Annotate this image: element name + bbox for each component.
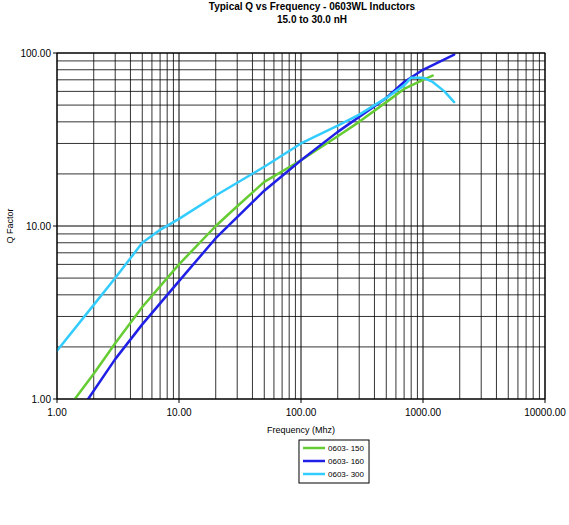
- legend-box: [299, 440, 369, 483]
- tick-mark: [53, 399, 57, 400]
- legend-label: 0603- 160: [328, 457, 365, 466]
- x-tick-label: 100.00: [286, 407, 317, 418]
- legend-label: 0603- 300: [328, 470, 365, 479]
- title: Typical Q vs Frequency - 0603WL Inductor…: [209, 1, 416, 12]
- legend-swatch: [303, 460, 325, 463]
- y-tick-label: 10.00: [26, 221, 51, 232]
- tick-mark: [423, 399, 424, 403]
- legend: 0603- 150 0603- 160 0603- 300: [299, 440, 369, 483]
- tick-mark: [179, 399, 180, 403]
- x-tick-label: 1000.00: [405, 407, 442, 418]
- plot-area: [57, 53, 545, 399]
- tick-mark: [57, 399, 58, 403]
- page: {"chart_data": { "type": "line", "title"…: [0, 0, 569, 525]
- x-tick-label: 10000.00: [524, 407, 566, 418]
- tick-mark: [53, 53, 57, 54]
- series-line: [88, 55, 454, 399]
- legend-label: 0603- 150: [328, 444, 365, 453]
- grid: [57, 53, 545, 399]
- plot-frame: [57, 53, 545, 399]
- legend-swatch: [303, 473, 325, 476]
- axes: 1.00 10.00 100.00 1000.00 10000.00 1.00 10.00 1…: [20, 48, 566, 419]
- x-tick-label: 1.00: [47, 407, 67, 418]
- y-tick-label: 100.00: [20, 48, 51, 59]
- series-line: [57, 78, 454, 351]
- tick-mark: [545, 399, 546, 403]
- x-axis-label: Frequency (Mhz): [267, 425, 335, 435]
- grid-line: [57, 226, 545, 227]
- series-group: [57, 55, 454, 399]
- legend-swatch: [303, 447, 325, 450]
- tick-mark: [301, 399, 302, 403]
- series-line: [75, 76, 433, 399]
- y-tick-label: 1.00: [32, 394, 52, 405]
- chart: 1.00 10.00 100.00 1000.00 10000.00 1.00 10.00 1…: [0, 0, 569, 525]
- subtitle: 15.0 to 30.0 nH: [277, 14, 347, 25]
- x-tick-label: 10.00: [166, 407, 191, 418]
- tick-mark: [53, 226, 57, 227]
- y-axis-label: Q Factor: [5, 208, 15, 243]
